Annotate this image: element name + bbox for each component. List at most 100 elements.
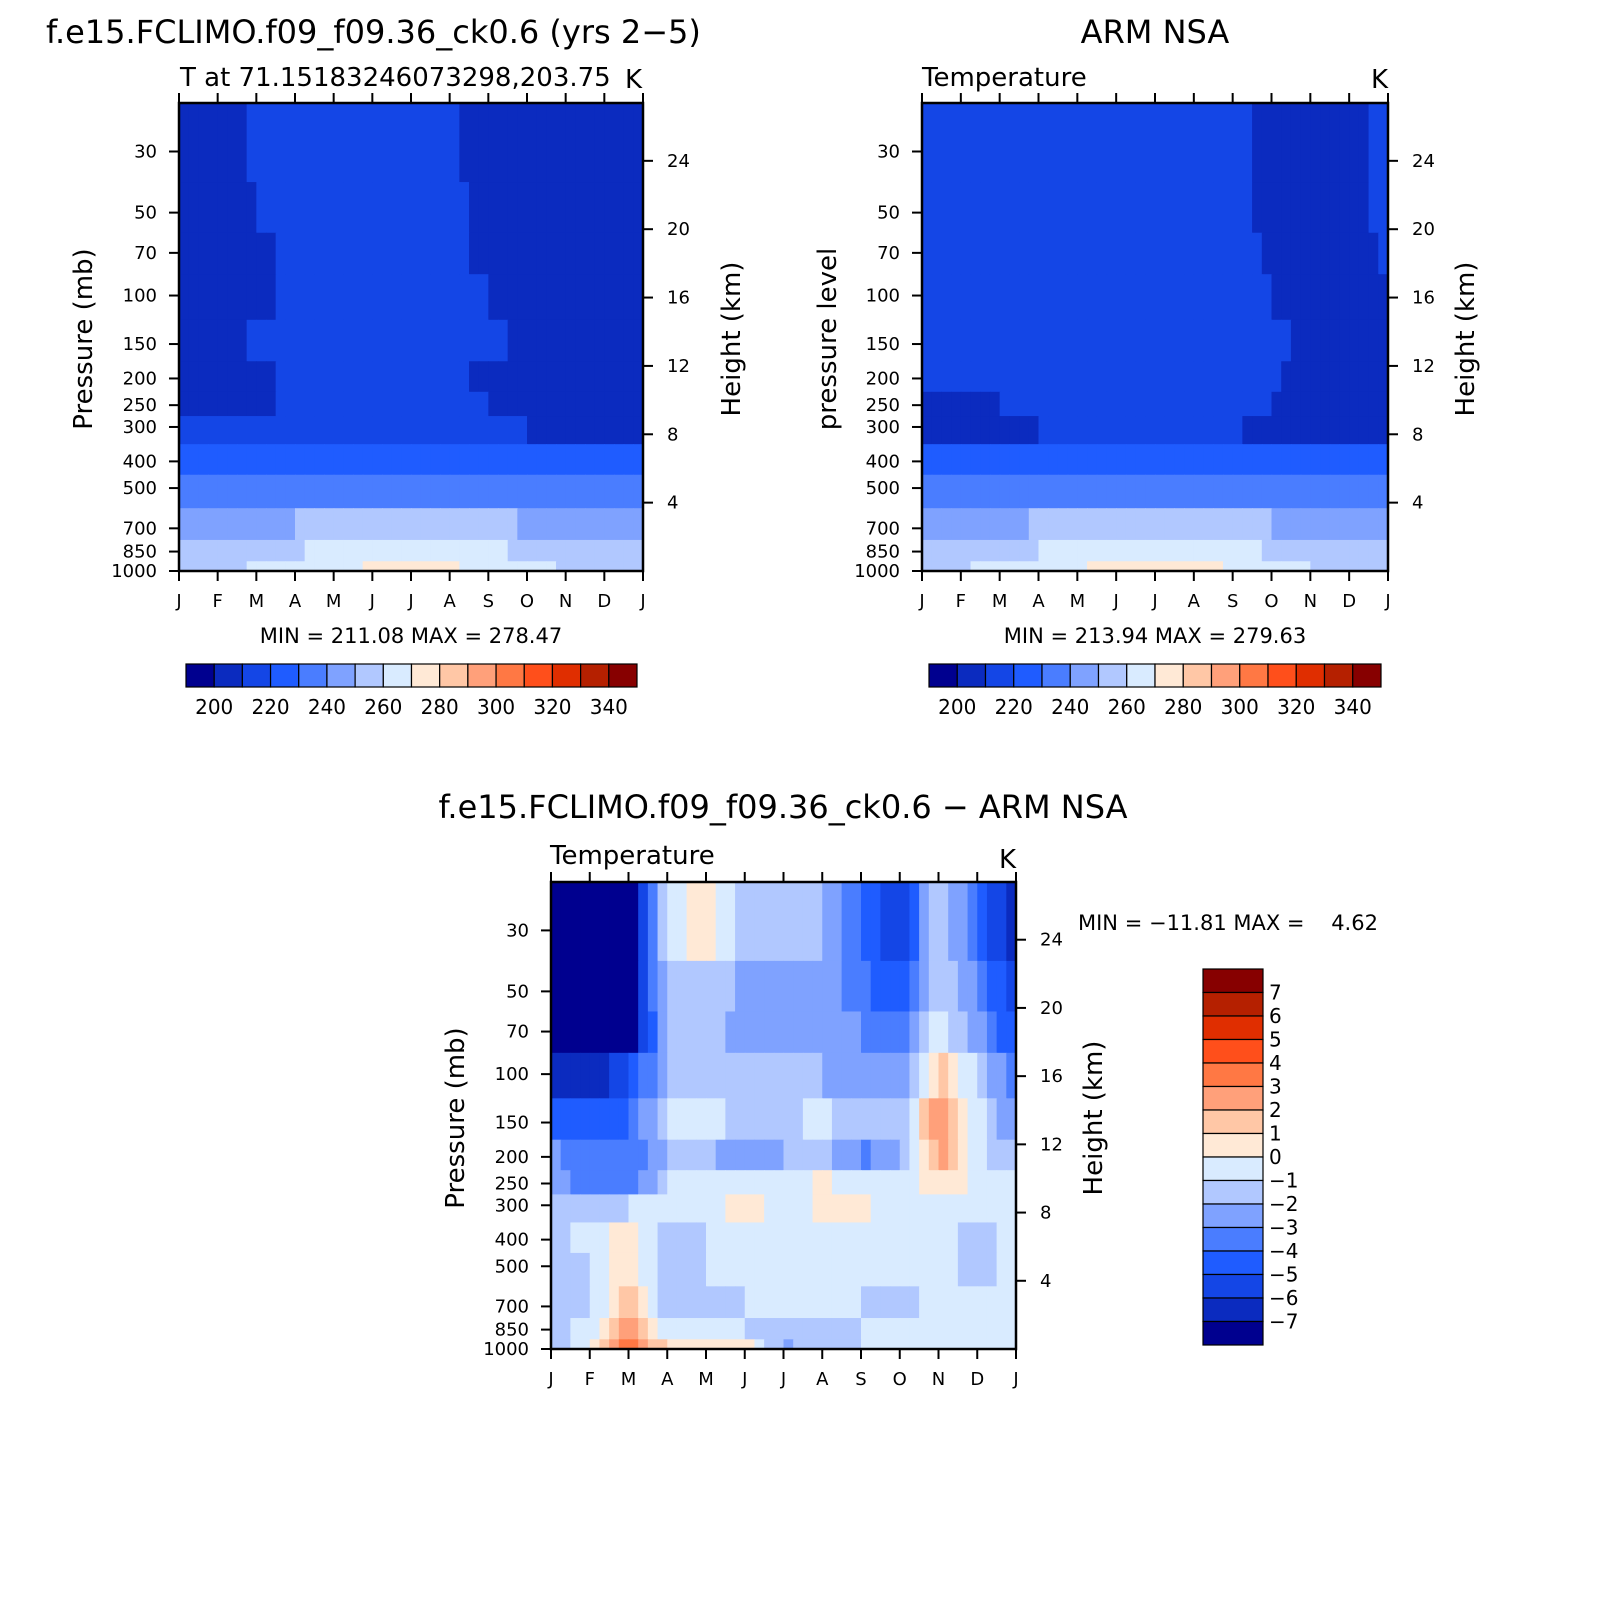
obs-cell [1388,561,1398,571]
obs-cell [1087,508,1098,541]
obs-cell [960,416,972,445]
obs-cell [1261,103,1273,183]
obs-cell [1145,232,1156,275]
diff-cell [967,1194,978,1224]
obs-cell [1184,391,1195,417]
obs-cell [999,444,1010,476]
diff-cell [754,1170,765,1195]
model-field [179,103,653,571]
model-cell [488,474,499,509]
diff-cell [696,960,707,1013]
obs-cell [1174,319,1185,362]
obs-cell [1261,274,1273,321]
obs-cell [999,319,1010,362]
obs-cell [1174,561,1185,571]
obs-cell [1096,474,1108,509]
obs-cell [1329,444,1341,476]
model-cell [372,361,383,393]
obs-cell [1145,182,1156,234]
model-cell [585,539,596,562]
diff-cell [628,1098,639,1141]
diff-cell [880,1339,891,1349]
obs-cell [1358,361,1370,393]
diff-cell [986,1098,998,1141]
diff-cell [783,1011,794,1054]
model-cell [459,444,470,476]
diff-cell [628,882,639,962]
model-cell [507,474,518,509]
diff-cell [618,1222,630,1254]
model-cell [246,103,257,183]
obs-cell [1125,232,1137,275]
model-cell [188,232,199,275]
obs-cell [951,232,962,275]
diff-cell [822,1318,833,1340]
model-cell [237,539,248,562]
model-cell [478,319,489,362]
obs-cell [1252,319,1263,362]
model-cell [372,444,383,476]
obs-cell [1116,182,1127,234]
diff-cell [802,1098,814,1141]
obs-cell [1358,508,1370,541]
model-xtick-label: M [249,591,265,612]
obs-cell [1048,508,1059,541]
diff-cell [851,882,862,962]
obs-cell [1290,561,1302,571]
obs-cell [903,561,913,571]
obs-cell [1388,444,1398,475]
model-colorbar-box [608,663,638,688]
diff-cell [589,960,601,1013]
diff-cell [986,1286,998,1319]
model-cell [179,416,190,445]
model-colorbar-box [241,663,272,688]
diff-cell [1026,1011,1036,1053]
diff-cell [735,1318,746,1340]
obs-cell [999,274,1010,321]
model-colorbar-label: 220 [251,695,289,719]
obs-cell [1281,474,1292,509]
obs-cell [1281,182,1292,234]
panel-model: f.e15.FCLIMO.f09_f09.36_ck0.6 (yrs 2−5) … [46,13,747,719]
diff-cell [580,1052,591,1099]
diff-cell [851,1194,862,1224]
model-cell [188,103,199,183]
obs-colorbar-box [1239,663,1269,688]
model-cell [594,474,605,509]
obs-cell [1339,444,1350,476]
obs-cell [1329,508,1341,541]
model-cell [401,391,412,417]
obs-cell [1009,274,1020,321]
model-cell [256,319,267,362]
diff-cell [599,1098,610,1141]
obs-cell [1019,539,1030,562]
diff-cell [1006,1339,1016,1349]
model-cell [266,444,277,476]
model-cell [449,561,460,571]
obs-cell [1174,508,1185,541]
diff-cell [599,1252,610,1287]
obs-cell [1388,103,1398,183]
model-cell [517,182,528,234]
diff-cell [948,1011,959,1054]
obs-cell [1222,232,1234,275]
diff-cell [977,1252,988,1287]
diff-cell [715,1194,726,1224]
obs-cell [1057,391,1069,417]
diff-cell [802,1318,814,1340]
obs-ylabel-right: Height (km) [1451,262,1481,417]
model-cell [575,391,586,417]
obs-cell [931,182,943,234]
model-cell [430,508,441,541]
obs-cell [1077,103,1088,183]
obs-cell [941,539,952,562]
obs-field [903,103,1398,571]
model-cell [594,391,605,417]
obs-cell [970,103,981,183]
obs-cell [1242,182,1253,234]
obs-cell [1242,508,1253,541]
diff-cell [754,1252,765,1287]
diff-cell [706,1318,717,1340]
diff-cell [1026,1286,1036,1318]
model-cell [643,444,653,475]
